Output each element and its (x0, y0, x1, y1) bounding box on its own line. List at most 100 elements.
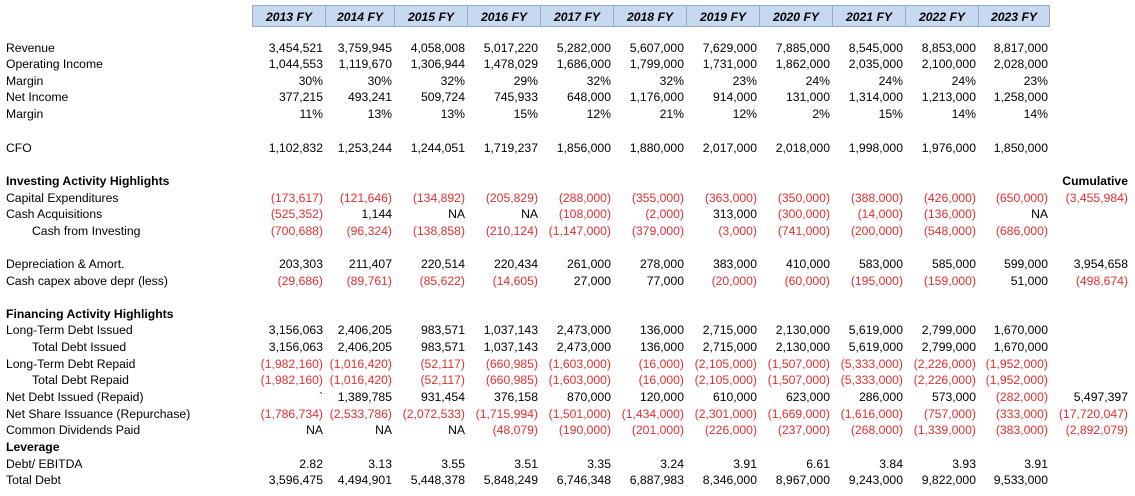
table-cell: 220,514 (420, 257, 465, 271)
table-cell: (288,000) (558, 191, 611, 205)
table-cell: (660,985) (485, 373, 538, 387)
table-cell: 5,017,220 (483, 41, 538, 55)
table-cell: (1,507,000) (767, 373, 830, 387)
table-cell: NA (1031, 207, 1048, 221)
row-label: CFO (6, 141, 32, 155)
table-cell: 32% (659, 74, 684, 88)
row-label: Leverage (6, 440, 60, 454)
table-cell: (650,000) (995, 191, 1048, 205)
table-cell: 3.24 (660, 457, 684, 471)
table-cell: 2,406,205 (337, 323, 392, 337)
table-cell: 9,533,000 (993, 473, 1048, 487)
table-cell: NA (521, 207, 538, 221)
table-cell: 410,000 (785, 257, 830, 271)
table-cell: 377,215 (278, 90, 323, 104)
table-cell: 1,670,000 (993, 340, 1048, 354)
table-cell: 2,715,000 (702, 340, 757, 354)
table-cell: 32% (586, 74, 611, 88)
table-cell: 3,454,521 (268, 41, 323, 55)
table-cell: 30% (367, 74, 392, 88)
column-header: 2017 FY (540, 5, 613, 27)
table-cell: 2.82 (299, 457, 323, 471)
table-cell: (20,000) (711, 274, 757, 288)
table-row: CFO 1,102,832 1,253,244 1,244,051 1,719,237 1… (0, 140, 1135, 156)
cumulative-cell: (498,674) (1075, 274, 1128, 288)
table-cell: 2,028,000 (993, 57, 1048, 71)
table-cell: 21% (659, 107, 684, 121)
table-cell: (89,761) (346, 274, 392, 288)
table-row: Depreciation & Amort. 203,303 211,407 220,5… (0, 256, 1135, 272)
row-label: Capital Expenditures (6, 191, 119, 205)
table-cell: 8,817,000 (993, 41, 1048, 55)
table-cell: 1,253,244 (337, 141, 392, 155)
table-cell: (1,603,000) (548, 373, 611, 387)
table-cell: (29,686) (277, 274, 323, 288)
table-cell: 5,282,000 (556, 41, 611, 55)
row-label: Net Debt Issued (Repaid) (6, 390, 144, 404)
table-cell: 3.55 (441, 457, 465, 471)
table-cell: (3,000) (718, 224, 757, 238)
table-cell: 3.91 (733, 457, 757, 471)
table-cell: 610,000 (712, 390, 757, 404)
table-cell: (237,000) (777, 423, 830, 437)
table-row (0, 123, 1135, 139)
table-row: Capital Expenditures (173,617) (121,646) (1… (0, 190, 1135, 206)
column-header: 2022 FY (905, 5, 978, 27)
table-cell: (2,226,000) (913, 373, 976, 387)
table-cell: 4,494,901 (337, 473, 392, 487)
column-header: 2015 FY (394, 5, 467, 27)
table-cell: (226,000) (704, 423, 757, 437)
table-cell: NA (306, 423, 323, 437)
table-cell: 3,156,063 (268, 323, 323, 337)
table-row: Net Share Issuance (Repurchase) (1,786,73… (0, 406, 1135, 422)
cumulative-cell: (2,892,079) (1065, 423, 1128, 437)
table-cell: 745,933 (493, 90, 538, 104)
table-cell: (159,000) (923, 274, 976, 288)
table-cell: (138,858) (412, 224, 465, 238)
table-cell: (96,324) (346, 224, 392, 238)
table-row: Margin 30% 30% 32% 29% 32% 32% 23% 24% 24% 24% 23% (0, 73, 1135, 89)
table-cell: 3.93 (952, 457, 976, 471)
table-cell: (379,000) (631, 224, 684, 238)
table-cell: 1,213,000 (921, 90, 976, 104)
table-cell: 12% (586, 107, 611, 121)
table-cell: 15% (878, 107, 903, 121)
cumulative-cell: (17,720,047) (1058, 407, 1128, 421)
table-row (0, 290, 1135, 306)
table-cell: 1,314,000 (848, 90, 903, 104)
table-cell: (741,000) (777, 224, 830, 238)
table-cell: 6,887,983 (629, 473, 684, 487)
table-cell: 1,119,670 (338, 57, 392, 71)
table-cell: (1,434,000) (621, 407, 684, 421)
column-header: 2021 FY (832, 5, 905, 27)
table-cell: (2,105,000) (694, 357, 757, 371)
table-row (0, 157, 1135, 173)
table-cell: (525,352) (270, 207, 323, 221)
row-label: Investing Activity Highlights (6, 174, 170, 188)
table-cell: 583,000 (858, 257, 903, 271)
table-cell: 15% (513, 107, 538, 121)
table-cell: 623,000 (785, 390, 830, 404)
table-cell: 1,044,553 (268, 57, 323, 71)
table-cell: 2,035,000 (848, 57, 903, 71)
table-cell: 32% (440, 74, 465, 88)
column-header: 2018 FY (613, 5, 686, 27)
table-cell: (426,000) (923, 191, 976, 205)
table-cell: 3.51 (514, 457, 538, 471)
table-cell: 1,719,237 (483, 141, 538, 155)
table-cell: 870,000 (566, 390, 611, 404)
table-row: Total Debt 3,596,475 4,494,901 5,448,378 5,8… (0, 472, 1135, 488)
table-cell: 4,058,008 (410, 41, 465, 55)
table-cell: (14,605) (492, 274, 538, 288)
table-cell: 1,670,000 (993, 323, 1048, 337)
table-cell: 5,619,000 (848, 323, 903, 337)
table-cell: (333,000) (995, 407, 1048, 421)
table-cell: 14% (1023, 107, 1048, 121)
table-cell: 278,000 (639, 257, 684, 271)
table-cell: 23% (732, 74, 757, 88)
table-cell: 13% (367, 107, 392, 121)
table-cell: (16,000) (638, 373, 684, 387)
table-cell: 51,000 (1010, 274, 1048, 288)
table-row: Investing Activity Highlights Cumulative (0, 173, 1135, 189)
table-cell: (660,985) (485, 357, 538, 371)
